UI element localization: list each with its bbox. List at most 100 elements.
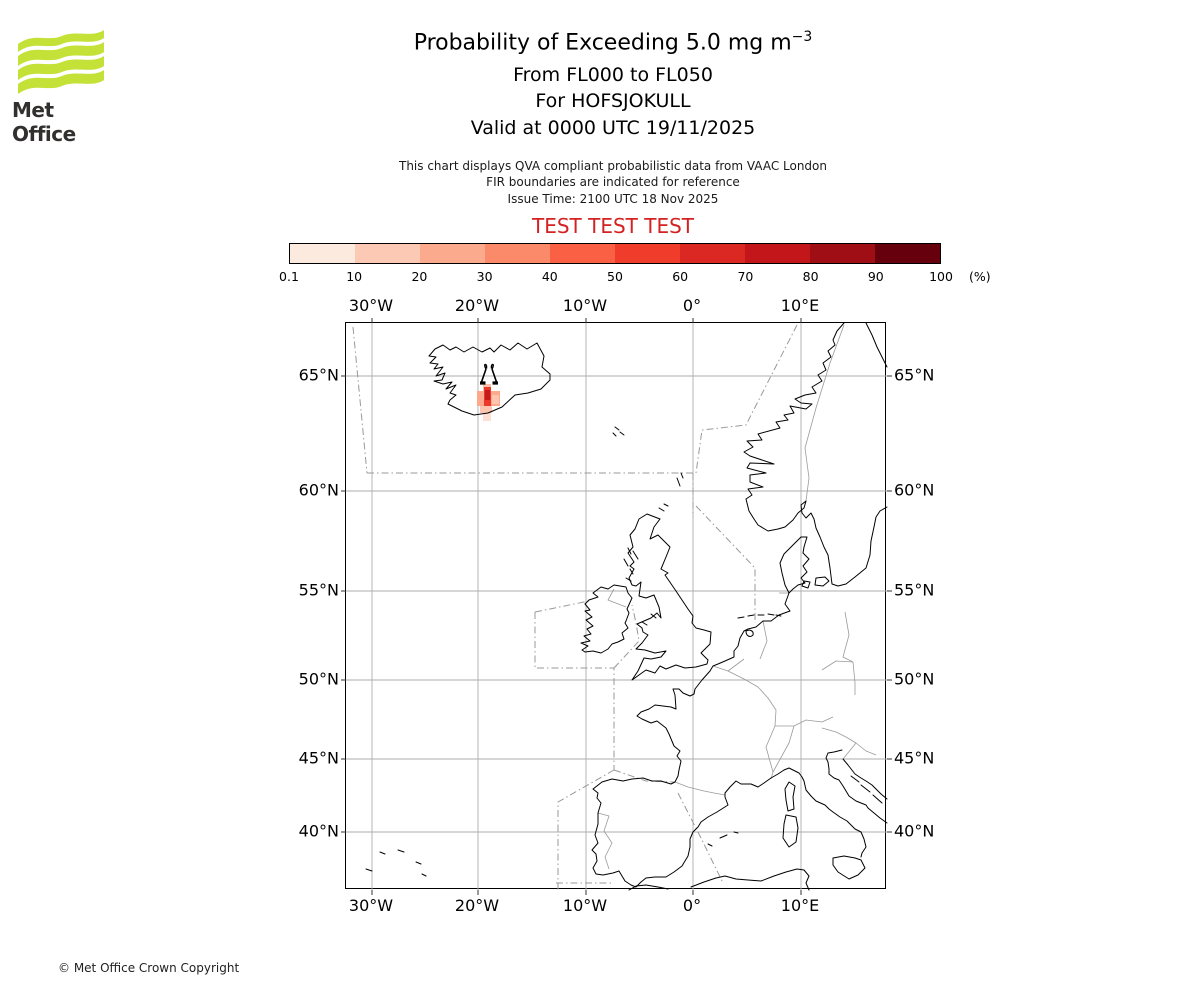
page-title-text: Probability of Exceeding 5.0 mg m [413, 30, 792, 56]
coast-croatia-islands [850, 775, 883, 804]
latitude-label-right: 50°N [894, 669, 935, 689]
latitude-label-left: 50°N [298, 669, 339, 689]
map-canvas [341, 318, 892, 895]
coast-faroes [612, 426, 625, 437]
latitude-label-left: 60°N [298, 480, 339, 500]
info-issue-time: Issue Time: 2100 UTC 18 Nov 2025 [507, 192, 719, 206]
coast-anglesey [641, 621, 648, 626]
info-fir: FIR boundaries are indicated for referen… [486, 175, 740, 189]
coast-continental-europe [591, 592, 867, 888]
coast-zealand [814, 576, 830, 587]
longitude-label-bottom: 0° [682, 896, 702, 915]
colorbar-unit-label: (%) [969, 269, 991, 284]
colorbar-tick-label: 50 [607, 269, 623, 284]
colorbar-tick-label: 70 [737, 269, 754, 284]
subtitle-flight-levels: From FL000 to FL050 [513, 64, 713, 86]
colorbar-tick-label: 90 [867, 269, 884, 284]
coast-iceland [428, 342, 551, 416]
longitude-label-bottom: 10°W [562, 896, 608, 915]
longitude-label-bottom: 20°W [454, 896, 500, 915]
colorbar-segment [550, 244, 615, 263]
colorbar-segment [485, 244, 550, 263]
met-office-logo: Met Office [12, 22, 122, 146]
colorbar-tick-label: 10 [346, 269, 363, 284]
longitude-label-top: 30°W [348, 296, 394, 315]
latitude-label-right: 45°N [894, 748, 935, 768]
ash-cell [485, 390, 490, 400]
latitude-label-right: 40°N [894, 821, 935, 841]
latitude-label-right: 60°N [894, 480, 935, 500]
colorbar-tick-label: 60 [672, 269, 689, 284]
coast-croatia [842, 758, 888, 800]
latitude-label-left: 55°N [298, 580, 339, 600]
page-title: Probability of Exceeding 5.0 mg m−3 [414, 29, 813, 55]
coast-sicily [832, 855, 866, 880]
subtitle-volcano: For HOFSJOKULL [535, 90, 691, 112]
coast-sardinia [782, 814, 799, 848]
coast-ijsselmeer [745, 629, 754, 637]
coast-funen [801, 580, 811, 589]
coast-shetland [676, 472, 684, 487]
subtitle-valid-time: Valid at 0000 UTC 19/11/2025 [470, 117, 756, 139]
colorbar-segment [420, 244, 485, 263]
coast-norway-sweden [743, 322, 888, 587]
country-borders [597, 324, 877, 870]
coast-corsica [784, 781, 796, 812]
longitude-label-top: 10°W [562, 296, 608, 315]
met-office-logo-text: Met Office [12, 98, 76, 146]
coast-great-britain [627, 513, 712, 681]
met-office-logo-waves [18, 30, 104, 94]
coast-morocco [628, 884, 669, 891]
latitude-label-left: 45°N [298, 748, 339, 768]
fir-boundaries [352, 324, 798, 890]
coast-hebrides [623, 547, 639, 582]
colorbar-segment [355, 244, 420, 263]
latitude-label-left: 65°N [298, 365, 339, 385]
ash-cell [480, 406, 492, 413]
colorbar-segment [680, 244, 745, 263]
longitude-label-top: 0° [682, 296, 702, 315]
ash-cell [492, 395, 499, 404]
ash-probability-plume [477, 384, 500, 421]
longitude-label-bottom: 10°E [780, 896, 820, 915]
colorbar-tick-label: 40 [541, 269, 558, 284]
colorbar-tick-label: 20 [411, 269, 428, 284]
longitude-label-top: 20°W [454, 296, 500, 315]
volcano-marker [480, 363, 498, 385]
colorbar-segment [290, 244, 355, 263]
copyright-notice: © Met Office Crown Copyright [58, 961, 240, 975]
longitude-label-top: 10°E [780, 296, 820, 315]
info-qva: This chart displays QVA compliant probab… [399, 159, 827, 173]
colorbar [289, 243, 941, 264]
coast-balearics [707, 831, 739, 847]
map-svg [341, 318, 892, 895]
colorbar-tick-label: 100 [929, 269, 953, 284]
coast-isle-of-man [650, 613, 657, 619]
colorbar-tick-label: 80 [802, 269, 819, 284]
coast-frisian-islands [737, 613, 782, 619]
ash-cell [483, 413, 491, 421]
colorbar-tick-label: 0.1 [279, 269, 299, 284]
colorbar-segment [615, 244, 680, 263]
coast-denmark [779, 536, 810, 594]
map-gridlines [346, 323, 887, 890]
test-banner: TEST TEST TEST [531, 214, 695, 238]
coast-azores [365, 849, 427, 877]
map-axis-ticks [341, 318, 892, 895]
latitude-label-left: 40°N [298, 821, 339, 841]
latitude-label-right: 65°N [894, 365, 935, 385]
coast-north-africa [690, 868, 810, 891]
colorbar-tick-label: 30 [476, 269, 493, 284]
colorbar-segment [875, 244, 940, 263]
coast-adriatic-italy [825, 749, 888, 824]
coastlines [365, 322, 888, 891]
longitude-label-bottom: 30°W [348, 896, 394, 915]
page-title-exponent: −3 [791, 29, 813, 45]
colorbar-segment [745, 244, 810, 263]
latitude-label-right: 55°N [894, 580, 935, 600]
colorbar-segment [810, 244, 875, 263]
coast-bothnia [865, 322, 888, 368]
coast-orkney [658, 503, 669, 512]
coast-ireland [580, 584, 633, 654]
colorbar-tick-labels: 0.1 10 20 30 40 50 60 70 80 90 100 [279, 269, 953, 285]
